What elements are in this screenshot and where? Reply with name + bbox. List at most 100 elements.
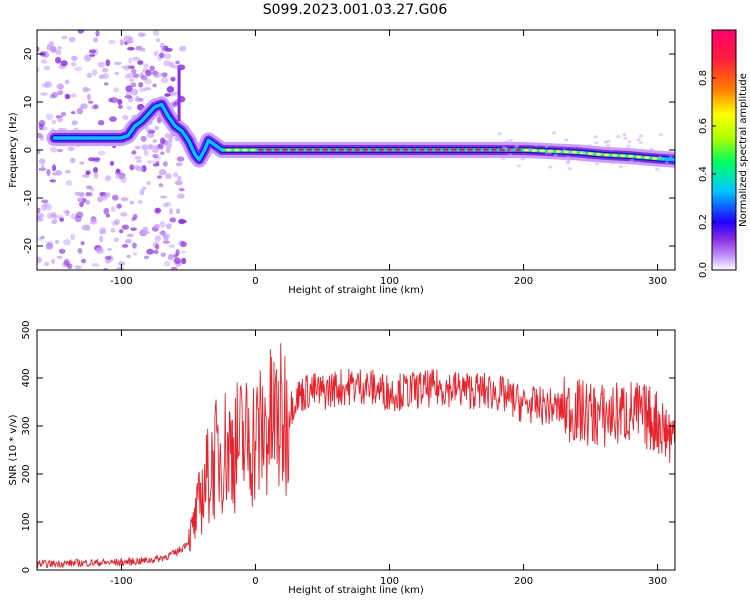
heatmap-noise [581, 151, 586, 155]
heatmap-noise [160, 42, 165, 49]
heatmap-noise [71, 120, 78, 126]
heatmap-noise [121, 65, 126, 69]
heatmap-noise [63, 210, 70, 214]
heatmap-noise [37, 149, 41, 155]
colorbar-frame [711, 29, 737, 271]
heatmap-noise [175, 208, 181, 214]
heatmap-peak [555, 150, 562, 153]
heatmap-noise [161, 72, 168, 78]
heatmap-noise [606, 143, 611, 147]
heatmap-noise [56, 116, 64, 123]
heatmap-noise [126, 254, 131, 259]
heatmap-noise [134, 145, 141, 150]
heatmap-noise [44, 81, 52, 88]
heatmap-noise [77, 30, 84, 34]
heatmap-noise [51, 92, 58, 98]
heatmap-noise [65, 179, 73, 186]
heatmap-noise [147, 144, 154, 150]
heatmap-peak [499, 148, 506, 152]
heatmap-noise [103, 207, 110, 215]
heatmap-noise [143, 149, 149, 156]
heatmap-noise [565, 155, 570, 159]
heatmap-noise [562, 148, 567, 152]
heatmap-peak [410, 148, 417, 152]
heatmap-peak [354, 148, 361, 152]
heatmap-noise [160, 252, 166, 257]
heatmap-noise [126, 72, 134, 78]
heatmap-noise [594, 162, 599, 166]
heatmap-noise [45, 243, 54, 250]
heatmap-noise [127, 57, 133, 64]
heatmap-noise [98, 74, 105, 80]
heatmap-noise [528, 147, 533, 151]
heatmap-peak [338, 148, 345, 152]
heatmap-noise [168, 208, 174, 215]
heatmap-peak [241, 148, 248, 152]
heatmap-noise [165, 147, 171, 154]
heatmap-noise [83, 88, 92, 92]
heatmap-noise [58, 248, 66, 254]
heatmap-noise [560, 157, 565, 161]
heatmap-noise [37, 207, 41, 214]
heatmap-noise [602, 159, 607, 163]
heatmap-noise [155, 38, 161, 43]
spectrogram-y-axis-label: Frequency (Hz) [8, 112, 19, 188]
heatmap-noise [159, 220, 166, 228]
heatmap-noise [144, 78, 152, 85]
heatmap-noise [54, 239, 60, 244]
heatmap-noise [68, 36, 76, 43]
heatmap-noise [86, 93, 92, 101]
heatmap-noise [174, 180, 183, 186]
heatmap-noise [93, 37, 98, 43]
heatmap-noise [142, 186, 147, 190]
spectrogram-x-tick-label: 100 [380, 276, 399, 287]
heatmap-peak [346, 148, 353, 152]
heatmap-noise [649, 147, 654, 151]
snr-y-tick-label: 400 [21, 368, 32, 387]
heatmap-noise [113, 61, 122, 66]
heatmap-noise [85, 191, 92, 197]
heatmap-noise [638, 134, 643, 138]
heatmap-noise [117, 105, 123, 109]
heatmap-noise [140, 135, 147, 142]
heatmap-noise [139, 72, 144, 79]
heatmap-noise [93, 104, 99, 110]
heatmap-noise [137, 60, 144, 65]
snr-y-tick-label: 500 [21, 320, 32, 339]
heatmap-noise [548, 151, 553, 155]
snr-x-tick-label: 0 [252, 576, 258, 587]
spectrogram-x-axis-label: Height of straight line (km) [288, 285, 424, 296]
heatmap-noise [655, 167, 660, 171]
colorbar-label: Normalized spectral amplitude [738, 73, 749, 227]
spectrogram-x-tick-label: 0 [252, 276, 258, 287]
heatmap-noise [635, 160, 640, 164]
heatmap-noise [41, 126, 48, 131]
heatmap-noise [131, 150, 137, 155]
snr-y-tick-label: 300 [21, 416, 32, 435]
heatmap-noise [165, 93, 172, 97]
heatmap-noise [162, 240, 171, 244]
heatmap-noise [566, 159, 571, 163]
heatmap-noise [97, 61, 106, 68]
heatmap-peak [225, 148, 232, 152]
heatmap-noise [70, 157, 76, 164]
heatmap-noise [67, 146, 75, 151]
heatmap-noise [131, 88, 139, 96]
heatmap-noise [97, 150, 106, 156]
heatmap-noise [80, 258, 87, 264]
heatmap-noise [63, 239, 71, 246]
heatmap-noise [124, 94, 132, 99]
heatmap-noise [152, 138, 158, 143]
heatmap-noise [70, 93, 77, 98]
heatmap-noise [664, 161, 669, 165]
heatmap-noise [177, 175, 182, 181]
figure-title: S099.2023.001.03.27.G06 [263, 2, 448, 18]
heatmap-noise [154, 235, 162, 242]
heatmap-peak [474, 148, 481, 152]
heatmap-noise [159, 52, 165, 59]
heatmap-noise [176, 156, 185, 162]
heatmap-noise [170, 76, 176, 82]
heatmap-noise [57, 90, 64, 96]
heatmap-noise [139, 188, 145, 196]
